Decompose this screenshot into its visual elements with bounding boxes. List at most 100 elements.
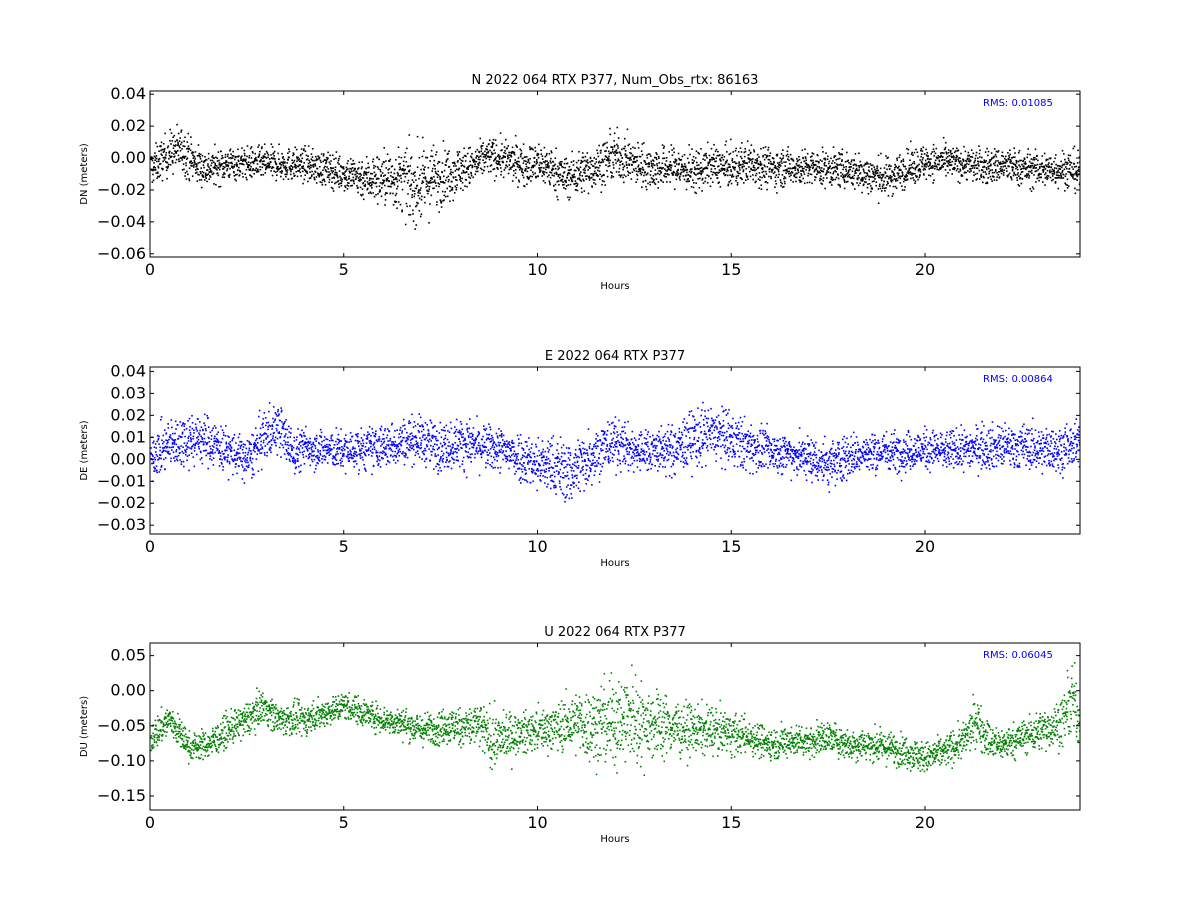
- data-point: [493, 149, 495, 152]
- data-point: [634, 155, 636, 158]
- data-point: [992, 175, 994, 178]
- data-point: [1073, 178, 1076, 181]
- data-point: [151, 462, 153, 465]
- data-point: [1021, 170, 1024, 173]
- data-point: [262, 441, 265, 444]
- data-point: [714, 167, 716, 170]
- data-point: [731, 173, 734, 176]
- data-point: [739, 169, 741, 171]
- data-point: [208, 178, 211, 180]
- data-point: [574, 180, 577, 182]
- data-point: [216, 157, 219, 160]
- data-point: [183, 429, 186, 431]
- data-point: [620, 174, 623, 176]
- data-point: [997, 160, 999, 162]
- data-point: [282, 161, 285, 163]
- data-point: [579, 166, 582, 169]
- data-point: [204, 427, 207, 430]
- data-point: [238, 174, 241, 176]
- data-point: [486, 148, 489, 151]
- data-point: [725, 161, 728, 163]
- data-point: [991, 180, 993, 182]
- data-point: [673, 147, 675, 150]
- data-point: [270, 451, 272, 454]
- data-point: [185, 164, 187, 167]
- data-point: [745, 174, 748, 177]
- data-point: [243, 158, 245, 160]
- data-point: [259, 160, 262, 163]
- data-point: [201, 462, 204, 465]
- data-point: [180, 445, 182, 447]
- data-point: [432, 187, 434, 190]
- data-point: [299, 433, 302, 436]
- data-point: [151, 159, 154, 162]
- data-point: [230, 153, 232, 155]
- data-point: [654, 169, 657, 171]
- data-point: [1065, 183, 1067, 186]
- data-point: [741, 142, 743, 144]
- data-point: [664, 164, 667, 167]
- data-point: [511, 166, 513, 168]
- data-point: [292, 161, 295, 164]
- data-point: [331, 181, 333, 183]
- data-point: [681, 165, 683, 167]
- data-point: [1032, 157, 1035, 159]
- data-point: [876, 166, 879, 168]
- data-point: [659, 179, 662, 181]
- data-point: [566, 177, 568, 179]
- data-point: [260, 434, 263, 437]
- data-point: [425, 186, 428, 188]
- data-point: [1057, 187, 1060, 190]
- data-point: [890, 180, 892, 182]
- data-point: [514, 172, 517, 175]
- data-point: [507, 154, 509, 157]
- data-point: [872, 170, 874, 173]
- data-point: [897, 176, 900, 179]
- data-point: [256, 170, 259, 172]
- data-point: [929, 161, 931, 164]
- data-point: [919, 159, 921, 161]
- data-point: [574, 182, 577, 185]
- data-point: [347, 168, 349, 170]
- data-point: [929, 175, 932, 177]
- data-point: [549, 183, 551, 186]
- data-point: [566, 174, 569, 177]
- data-point: [855, 167, 858, 170]
- data-point: [635, 173, 638, 176]
- data-point: [727, 184, 729, 187]
- data-point: [943, 152, 945, 154]
- data-point: [884, 190, 886, 192]
- data-point: [1077, 168, 1080, 171]
- data-point: [832, 171, 835, 173]
- data-point: [213, 161, 215, 164]
- data-point: [279, 436, 281, 439]
- data-point: [692, 162, 694, 164]
- data-point: [282, 423, 284, 425]
- data-point: [187, 437, 190, 439]
- data-point: [265, 157, 268, 159]
- data-point: [958, 160, 961, 163]
- data-point: [880, 179, 883, 182]
- data-point: [700, 166, 703, 169]
- data-point: [972, 180, 974, 182]
- data-point: [196, 437, 198, 439]
- data-point: [1019, 173, 1022, 176]
- data-point: [1052, 178, 1055, 181]
- data-point: [352, 179, 355, 182]
- data-point: [450, 189, 453, 191]
- data-point: [777, 162, 779, 164]
- data-point: [269, 425, 272, 427]
- data-point: [797, 159, 799, 162]
- data-point: [227, 454, 229, 456]
- data-point: [235, 442, 237, 444]
- data-point: [994, 161, 996, 164]
- data-point: [209, 445, 211, 448]
- data-point: [482, 156, 485, 158]
- data-point: [1066, 187, 1069, 189]
- data-point: [498, 160, 501, 163]
- data-point: [264, 156, 267, 158]
- data-point: [1055, 167, 1058, 170]
- data-point: [841, 173, 844, 176]
- data-point: [314, 468, 317, 470]
- data-point: [264, 416, 267, 419]
